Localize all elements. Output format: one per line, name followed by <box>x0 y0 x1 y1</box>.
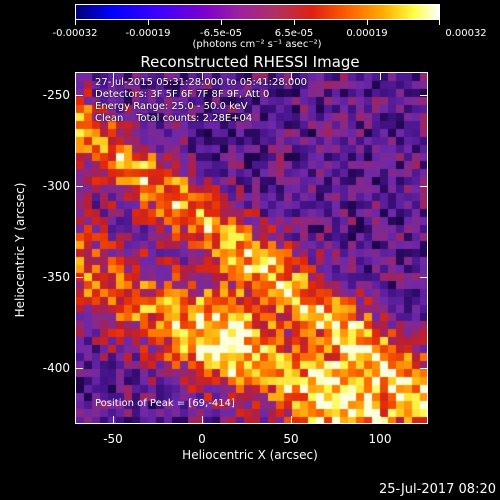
x-tick <box>380 416 381 424</box>
colorbar-tick <box>367 20 368 25</box>
x-tick-label: 50 <box>283 432 299 446</box>
x-tick <box>202 416 203 424</box>
colorbar-tick <box>221 20 222 25</box>
colorbar-tick <box>439 20 440 25</box>
y-tick <box>420 186 428 187</box>
colorbar-tick <box>75 20 76 25</box>
footer-timestamp: 25-Jul-2017 08:20 <box>378 482 496 497</box>
y-axis-label: Heliocentric Y (arcsec) <box>13 182 27 318</box>
x-tick-label: 100 <box>368 432 392 446</box>
y-tick <box>420 368 428 369</box>
colorbar-label: 0.00032 <box>445 28 487 39</box>
heatmap-image <box>76 73 427 423</box>
y-tick <box>420 277 428 278</box>
colorbar-label: -6.5e-05 <box>200 28 242 39</box>
y-tick-label: -250 <box>42 88 70 102</box>
x-tick <box>113 416 114 424</box>
y-tick <box>75 186 83 187</box>
y-tick-label: -400 <box>42 361 70 375</box>
y-tick <box>75 95 83 96</box>
colorbar-label: 6.5e-05 <box>274 28 314 39</box>
x-tick <box>380 72 381 80</box>
x-tick <box>202 72 203 80</box>
y-tick-label: -350 <box>42 270 70 284</box>
x-tick <box>291 416 292 424</box>
peak-position: Position of Peak = [69,-414] <box>95 398 235 409</box>
info-detectors: Detectors: 3F 5F 6F 7F 8F 9F, Att 0 <box>95 89 270 100</box>
colorbar-label: -0.00019 <box>125 28 171 39</box>
info-time-range: 27-Jul-2015 05:31:28.000 to 05:41:28.000 <box>95 77 307 88</box>
y-tick-label: -300 <box>42 179 70 193</box>
x-tick-label: -50 <box>103 432 123 446</box>
colorbar-units: (photons cm⁻² s⁻¹ asec⁻²) <box>192 39 322 50</box>
colorbar-tick <box>294 20 295 25</box>
colorbar-tick <box>148 20 149 25</box>
colorbar <box>75 4 440 20</box>
plot-title: Reconstructed RHESSI Image <box>140 53 360 71</box>
info-energy-range: Energy Range: 25.0 - 50.0 keV <box>95 101 248 112</box>
y-tick <box>75 277 83 278</box>
y-tick <box>75 368 83 369</box>
x-tick <box>113 72 114 80</box>
x-axis-label: Heliocentric X (arcsec) <box>182 448 318 462</box>
colorbar-label: -0.00032 <box>52 28 98 39</box>
y-tick <box>420 95 428 96</box>
x-tick <box>291 72 292 80</box>
colorbar-label: 0.00019 <box>346 28 388 39</box>
x-tick-label: 0 <box>198 432 206 446</box>
image-plot: 27-Jul-2015 05:31:28.000 to 05:41:28.000… <box>75 72 428 424</box>
info-counts: Clean Total counts: 2.28E+04 <box>95 113 253 124</box>
